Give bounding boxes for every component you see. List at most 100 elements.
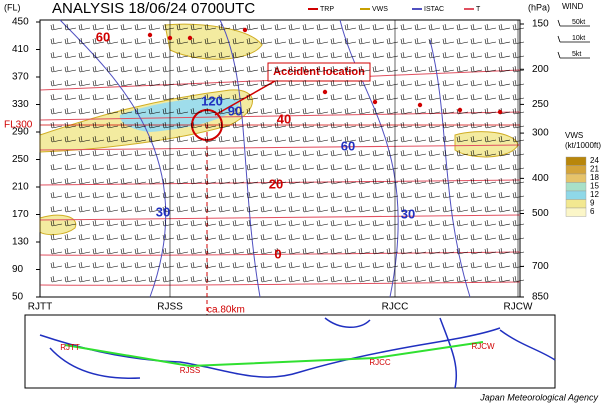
wind-barb (232, 79, 245, 87)
wind-barb (400, 177, 413, 185)
wind-barb (484, 261, 497, 269)
wind-barb (330, 261, 343, 269)
wind-barb (358, 219, 371, 227)
wind-barb (134, 191, 147, 199)
wind-barb (386, 275, 399, 283)
wind-barb (274, 93, 287, 101)
wind-barb (134, 247, 147, 255)
wind-legend-label: 5kt (572, 51, 581, 58)
wind-barb (232, 149, 245, 157)
wind-barb (176, 93, 189, 101)
wind-barb (120, 51, 133, 59)
wind-barb (246, 191, 259, 199)
wind-barb (204, 51, 217, 59)
map (39, 317, 556, 389)
wind-barb (260, 191, 273, 199)
wind-barb (358, 191, 371, 199)
wind-barb (64, 247, 77, 255)
wind-barb (442, 135, 455, 143)
wind-barb (106, 37, 119, 45)
left-tick-label: 250 (12, 154, 29, 165)
wind-barb (344, 79, 357, 87)
wind-barb (484, 233, 497, 241)
wind-barb (400, 135, 413, 143)
wind-barb (232, 247, 245, 255)
wind-barb (204, 177, 217, 185)
wind-barb (260, 107, 273, 115)
wind-barb (106, 23, 119, 31)
wind-barb (92, 65, 105, 73)
wind-barb (134, 177, 147, 185)
wind-barb (120, 65, 133, 73)
wind-barb (204, 107, 217, 115)
wind-barb (134, 93, 147, 101)
wind-barb (386, 163, 399, 171)
wind-barb (246, 65, 259, 73)
wind-barb (484, 275, 497, 283)
wind-barb (372, 107, 385, 115)
wind-barb (204, 191, 217, 199)
contour-label: 120 (201, 93, 223, 108)
wind-barb (162, 177, 175, 185)
vws-level: 18 (590, 173, 599, 182)
wind-barb (64, 135, 77, 143)
wind-barb (162, 149, 175, 157)
wind-barb (386, 205, 399, 213)
wind-barb (442, 177, 455, 185)
wind-barb (120, 177, 133, 185)
wind-barb (358, 23, 371, 31)
wind-barb (120, 247, 133, 255)
wind-barb (78, 79, 91, 87)
wind-barb (274, 79, 287, 87)
wind-barb (120, 135, 133, 143)
wind-barb (302, 233, 315, 241)
wind-barb (246, 135, 259, 143)
distance-label: ca.80km (207, 305, 245, 316)
wind-barb (316, 191, 329, 199)
wind-barb (246, 205, 259, 213)
wind-barb (414, 177, 427, 185)
wind-barb (414, 23, 427, 31)
wind-barb (456, 149, 469, 157)
wind-barb (414, 51, 427, 59)
wind-barb (302, 177, 315, 185)
contour-label: 20 (269, 176, 283, 191)
wind-barb (400, 261, 413, 269)
wind-barb (400, 65, 413, 73)
wind-barb (218, 163, 231, 171)
wind-barb (358, 135, 371, 143)
wind-barb (78, 261, 91, 269)
wind-barb (484, 205, 497, 213)
wind-barb (512, 23, 525, 31)
wind-barb (428, 191, 441, 199)
wind-barb (218, 261, 231, 269)
wind-barb (232, 107, 245, 115)
wind-barb (442, 219, 455, 227)
wind-barb (288, 163, 301, 171)
wind-barb (204, 247, 217, 255)
vws-swatch (565, 199, 587, 209)
wind-barb (400, 107, 413, 115)
wind-legend-label: 50kt (572, 19, 585, 26)
wind-barb (470, 219, 483, 227)
wind-barb (428, 261, 441, 269)
wind-barb (246, 23, 259, 31)
wind-barb (302, 65, 315, 73)
left-tick-label: 450 (12, 17, 29, 28)
wind-barb (162, 261, 175, 269)
wind-barb (176, 233, 189, 241)
wind-barb (92, 233, 105, 241)
wind-barb (260, 65, 273, 73)
wind-barb (316, 205, 329, 213)
right-tick-label: 500 (532, 208, 549, 219)
wind-barb (190, 205, 203, 213)
wind-barb (134, 65, 147, 73)
wind-barb (148, 261, 161, 269)
wind-barb (218, 93, 231, 101)
trp-dot (242, 27, 248, 33)
wind-barb (400, 233, 413, 241)
wind-barb (330, 51, 343, 59)
wind-barb (148, 121, 161, 129)
wind-barb (274, 65, 287, 73)
